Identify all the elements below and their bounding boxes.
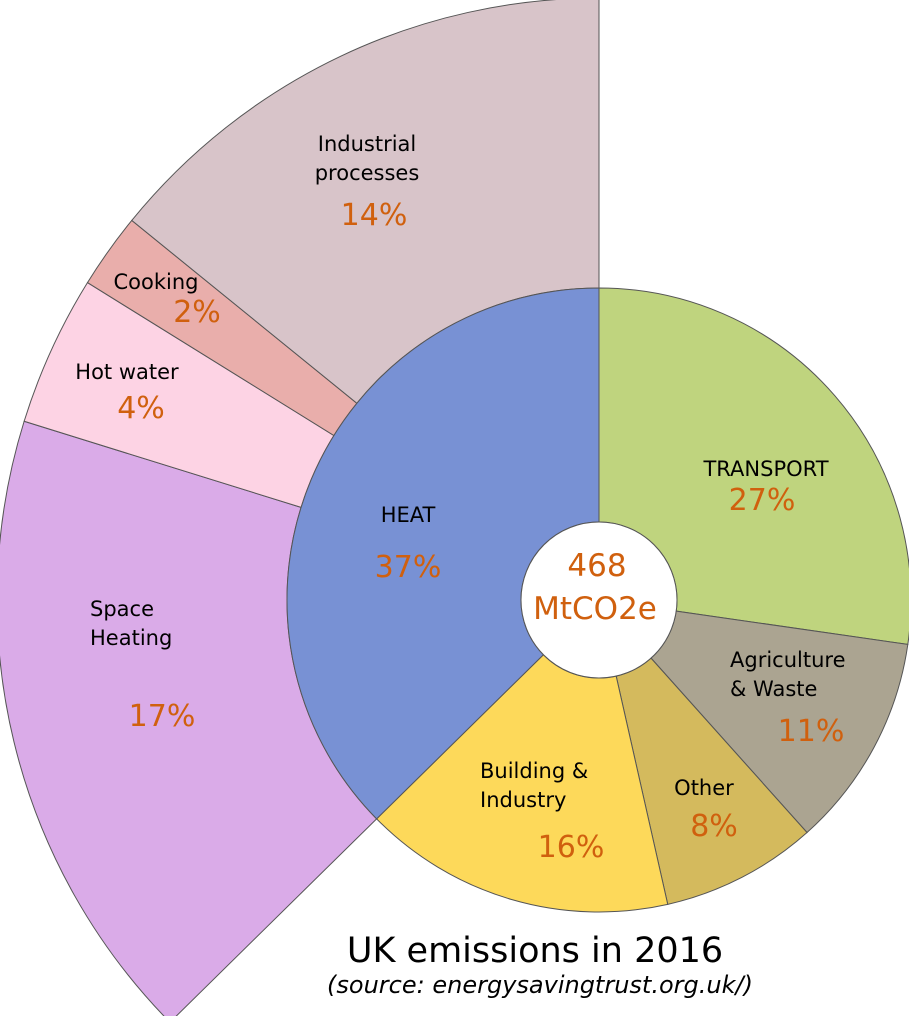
pct-label-building-industry: 16% (538, 830, 605, 865)
pct-label-other: 8% (690, 809, 738, 844)
label-space-heating-line-2: Heating (90, 626, 172, 650)
pct-label-agriculture-waste: 11% (778, 714, 845, 749)
pct-label-cooking: 2% (173, 295, 221, 330)
label-industrial-processes-line-2: processes (315, 161, 420, 185)
label-space-heating-line-1: Space (90, 597, 154, 621)
chart-subtitle: (source: energysavingtrust.org.uk/) (327, 971, 753, 999)
pct-label-space-heating: 17% (129, 699, 196, 734)
label-agriculture-waste-line-1: Agriculture (730, 648, 846, 672)
label-industrial-processes-line-1: Industrial (318, 132, 417, 156)
pct-label-industrial-processes: 14% (341, 198, 408, 233)
pct-label-transport: 27% (729, 483, 796, 518)
pct-label-heat: 37% (375, 550, 442, 585)
chart-title: UK emissions in 2016 (347, 931, 723, 971)
label-transport: TRANSPORT (702, 457, 828, 481)
label-agriculture-waste-line-2: & Waste (730, 677, 817, 701)
center-hole (520, 521, 678, 679)
inner-ring-wedges (286, 287, 909, 913)
label-building-industry-line-1: Building & (480, 759, 588, 783)
label-hot-water: Hot water (75, 360, 179, 384)
label-other: Other (674, 776, 734, 800)
label-cooking: Cooking (114, 270, 199, 294)
pct-label-hot-water: 4% (117, 391, 165, 426)
label-building-industry-line-2: Industry (480, 788, 566, 812)
outer-ring-wedges (0, 0, 600, 1016)
center-total-value: 468 (567, 548, 626, 584)
label-heat: HEAT (381, 503, 436, 527)
center-total-unit: MtCO2e (533, 591, 657, 627)
